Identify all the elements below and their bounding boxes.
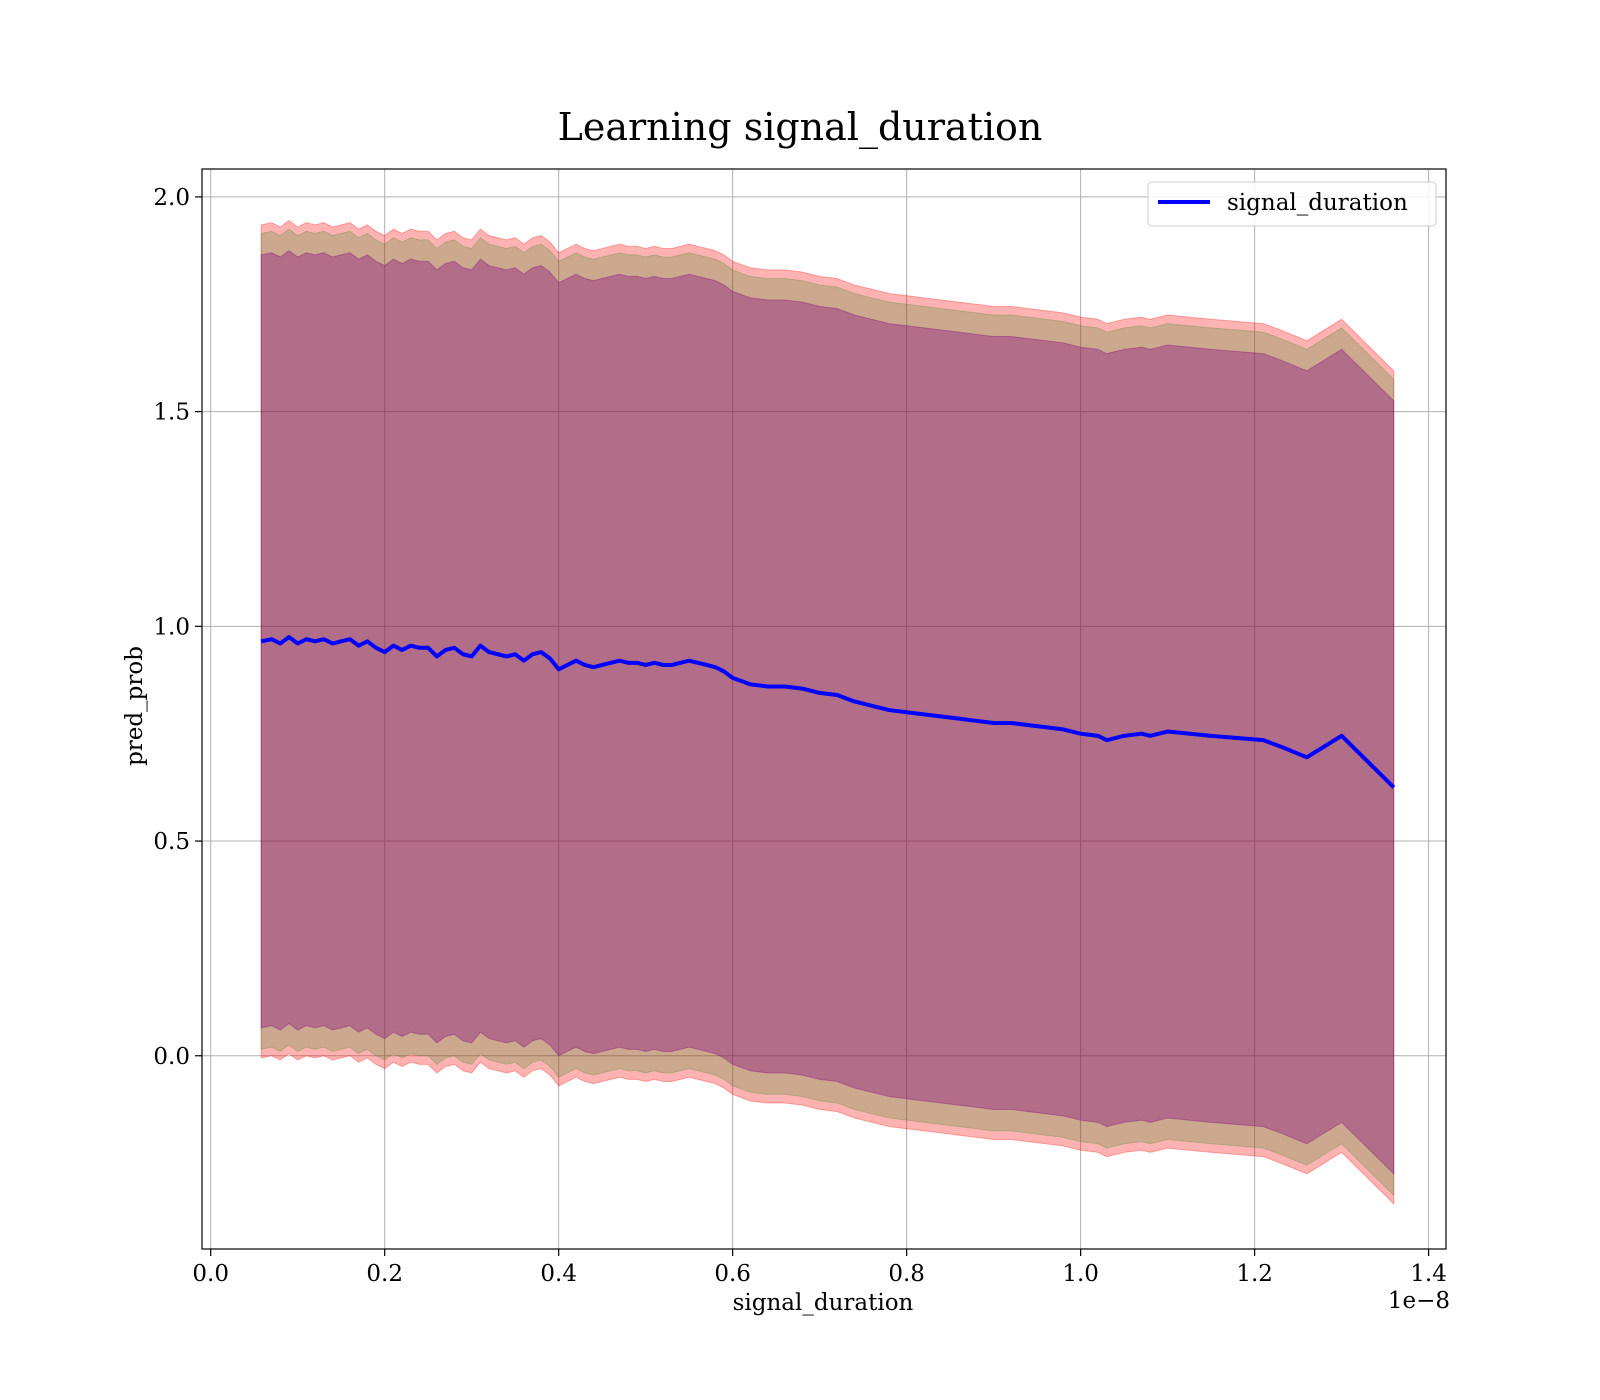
legend: signal_duration (1147, 181, 1437, 227)
x-tick-label: 1.4 (1410, 1261, 1447, 1287)
x-offset-text: 1e−8 (1388, 1288, 1450, 1314)
x-tick-label: 0.8 (888, 1261, 925, 1287)
x-tick-label: 0.2 (366, 1261, 403, 1287)
confidence-band-inner (260, 249, 1395, 1176)
chart-title: Learning signal_duration (558, 105, 1043, 150)
y-tick-label: 2.0 (153, 185, 190, 211)
x-tick-label: 1.0 (1062, 1261, 1099, 1287)
confidence-band-middle (260, 228, 1395, 1197)
x-tick-label: 0.4 (540, 1261, 577, 1287)
y-axis-label: pred_prob (122, 646, 148, 766)
x-tick-label: 0.6 (714, 1261, 751, 1287)
y-tick-label: 0.5 (153, 829, 190, 855)
x-axis-label: signal_duration (733, 1290, 914, 1316)
legend-entry-label: signal_duration (1227, 190, 1408, 216)
x-tick-label: 0.0 (192, 1261, 229, 1287)
axes-frame (201, 168, 1447, 1250)
x-tick-label: 1.2 (1236, 1261, 1273, 1287)
series-line-signal-duration (260, 635, 1396, 789)
legend-box (1147, 181, 1437, 227)
y-tick-label: 1.5 (153, 400, 190, 426)
y-tick-label: 0.0 (153, 1044, 190, 1070)
confidence-band-outer (260, 219, 1395, 1206)
plot-area: 0.0 0.2 0.4 0.6 0.8 1.0 1.2 1.4 0.0 0.5 1.0 1.5 2.0 (153, 168, 1447, 1287)
y-tick-label: 1.0 (153, 614, 190, 640)
